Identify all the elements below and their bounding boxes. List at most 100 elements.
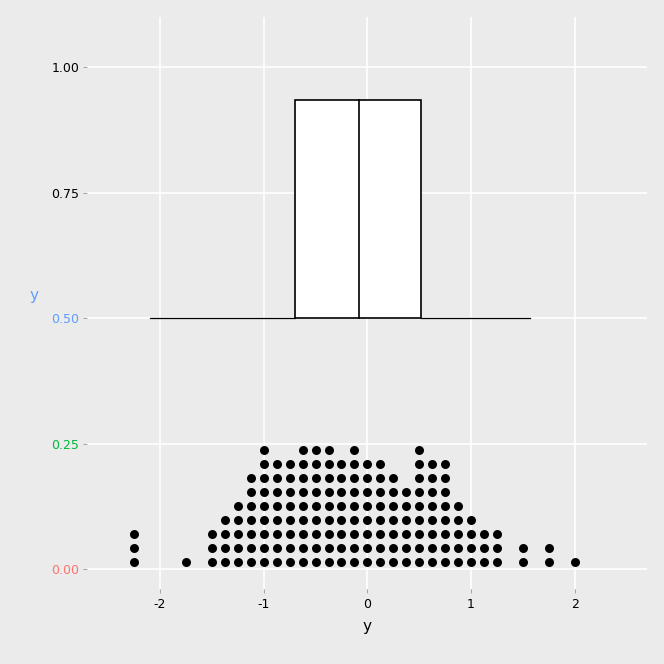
Point	[362, 515, 373, 525]
Bar	[295, 100, 421, 318]
Point	[323, 543, 334, 554]
Point	[362, 473, 373, 483]
Point	[336, 557, 347, 568]
Point	[479, 529, 489, 539]
Point	[246, 501, 256, 511]
Point	[297, 444, 308, 455]
Point	[246, 515, 256, 525]
Point	[310, 487, 321, 497]
Point	[297, 557, 308, 568]
Point	[388, 473, 398, 483]
Point	[297, 501, 308, 511]
Point	[414, 444, 424, 455]
Point	[258, 444, 269, 455]
Point	[349, 473, 360, 483]
Point	[362, 458, 373, 469]
Point	[375, 543, 386, 554]
Point	[220, 557, 230, 568]
Point	[401, 515, 412, 525]
Point	[427, 501, 438, 511]
Point	[375, 515, 386, 525]
Point	[362, 501, 373, 511]
Point	[349, 487, 360, 497]
Point	[388, 529, 398, 539]
Point	[375, 501, 386, 511]
Point	[491, 529, 502, 539]
Point	[284, 501, 295, 511]
Point	[375, 458, 386, 469]
Point	[284, 557, 295, 568]
Point	[349, 501, 360, 511]
Point	[129, 557, 139, 568]
Point	[349, 458, 360, 469]
Point	[375, 529, 386, 539]
Point	[284, 458, 295, 469]
Point	[440, 501, 450, 511]
Point	[232, 543, 243, 554]
Point	[414, 487, 424, 497]
Point	[440, 543, 450, 554]
Point	[544, 557, 554, 568]
Point	[427, 515, 438, 525]
Point	[414, 473, 424, 483]
Point	[388, 543, 398, 554]
Point	[375, 473, 386, 483]
Point	[479, 557, 489, 568]
Point	[349, 529, 360, 539]
Point	[310, 529, 321, 539]
Point	[284, 515, 295, 525]
Point	[272, 487, 282, 497]
Point	[232, 557, 243, 568]
Point	[440, 458, 450, 469]
Point	[246, 543, 256, 554]
Point	[453, 501, 463, 511]
Point	[297, 543, 308, 554]
Point	[465, 529, 476, 539]
Point	[388, 487, 398, 497]
Point	[336, 515, 347, 525]
Point	[453, 515, 463, 525]
Point	[272, 529, 282, 539]
Point	[401, 543, 412, 554]
Point	[570, 557, 580, 568]
Point	[349, 557, 360, 568]
Point	[401, 487, 412, 497]
Point	[284, 529, 295, 539]
Point	[310, 515, 321, 525]
Point	[310, 444, 321, 455]
Point	[401, 501, 412, 511]
Point	[258, 557, 269, 568]
Point	[258, 515, 269, 525]
Point	[323, 557, 334, 568]
Point	[258, 529, 269, 539]
Point	[323, 473, 334, 483]
Point	[465, 515, 476, 525]
Point	[427, 458, 438, 469]
Point	[207, 529, 217, 539]
Point	[518, 543, 529, 554]
Point	[375, 487, 386, 497]
Point	[427, 529, 438, 539]
Point	[297, 473, 308, 483]
Point	[220, 543, 230, 554]
Point	[272, 458, 282, 469]
Point	[323, 529, 334, 539]
Point	[310, 543, 321, 554]
Point	[232, 501, 243, 511]
Point	[440, 515, 450, 525]
Point	[336, 543, 347, 554]
Point	[258, 487, 269, 497]
Point	[310, 557, 321, 568]
Point	[323, 487, 334, 497]
Point	[544, 543, 554, 554]
Point	[323, 501, 334, 511]
Point	[414, 501, 424, 511]
Point	[297, 515, 308, 525]
Point	[401, 557, 412, 568]
Point	[323, 444, 334, 455]
Point	[258, 501, 269, 511]
Point	[258, 543, 269, 554]
Point	[336, 473, 347, 483]
Point	[181, 557, 191, 568]
Point	[388, 501, 398, 511]
